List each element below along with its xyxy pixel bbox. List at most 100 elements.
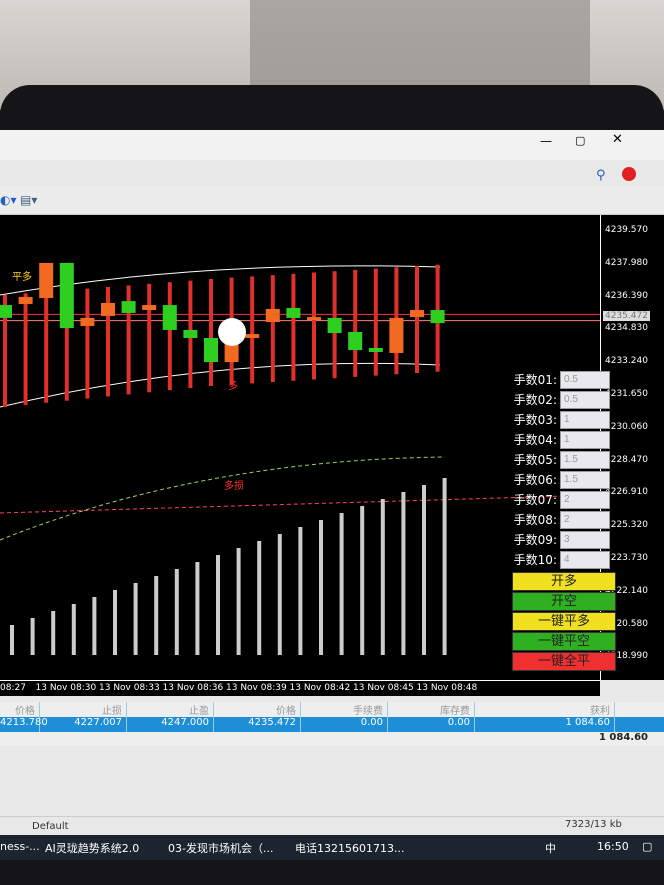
- lot-size-label: 手数02:: [513, 393, 557, 407]
- total-profit: 1 084.60: [598, 732, 648, 743]
- channel-upper: [0, 265, 441, 296]
- indicator-bar: [380, 499, 385, 655]
- indicator-bar: [51, 611, 56, 655]
- lot-size-row: 手数03:: [505, 410, 615, 429]
- lot-size-input[interactable]: [560, 550, 610, 569]
- trade-button[interactable]: 一键平多: [512, 612, 616, 631]
- table-cell: 1 084.60: [475, 717, 615, 732]
- template-icon[interactable]: ▤▾: [20, 193, 38, 207]
- close-button[interactable]: ✕: [612, 132, 623, 147]
- price-tick: 4237.980: [605, 257, 648, 268]
- price-chart[interactable]: 平多 多 多损: [0, 215, 601, 680]
- price-tick: 4225.320: [605, 520, 648, 531]
- table-cell: 4235.472: [214, 717, 301, 732]
- zoom-icon[interactable]: ◐▾: [0, 193, 17, 207]
- trade-button[interactable]: 开空: [512, 592, 616, 611]
- lot-size-input[interactable]: [560, 410, 610, 429]
- indicator-bar: [236, 548, 241, 655]
- lot-size-input[interactable]: [560, 430, 610, 449]
- taskbar-item[interactable]: 电话13215601713...: [295, 842, 405, 855]
- price-tick: 4231.650: [605, 389, 648, 399]
- column-header: 止盈: [127, 702, 214, 717]
- column-header: 库存费: [388, 702, 475, 717]
- table-cell: 4227.007: [40, 717, 127, 732]
- table-cell: 4247.000: [127, 717, 214, 732]
- trade-button[interactable]: 开多: [512, 572, 616, 591]
- price-tick: 4218.990: [605, 651, 648, 662]
- lot-size-label: 手数08:: [513, 513, 557, 527]
- maximize-button[interactable]: ▢: [575, 134, 586, 147]
- indicator-bar: [422, 485, 426, 655]
- indicator-bar: [257, 541, 262, 655]
- lot-size-label: 手数01:: [513, 373, 557, 387]
- candle: [59, 262, 74, 329]
- lot-size-input[interactable]: [560, 390, 610, 409]
- lot-size-input[interactable]: [560, 450, 610, 469]
- notification-icon[interactable]: [622, 167, 636, 181]
- table-row[interactable]: 4213.780 4227.007 4247.000 4235.472 0.00 0.00…: [0, 717, 664, 732]
- lot-size-row: 手数09:: [505, 530, 615, 549]
- candle: [0, 305, 12, 318]
- price-tick: 4234.830: [605, 323, 648, 334]
- lot-size-input[interactable]: [560, 370, 610, 389]
- trade-button[interactable]: 一键全平: [512, 652, 616, 671]
- table-total-row: 1 084.60: [0, 732, 664, 747]
- indicator-bar: [92, 597, 97, 655]
- indicator-bar: [195, 562, 200, 655]
- time-tick: 08:27: [0, 683, 26, 693]
- price-tick: 4230.060: [605, 421, 648, 432]
- channel-bar: [250, 276, 255, 384]
- profile-name: Default: [32, 821, 69, 832]
- indicator-bar: [133, 583, 138, 655]
- lot-size-input[interactable]: [560, 490, 610, 509]
- channel-bar: [44, 291, 49, 403]
- trade-button[interactable]: 一键平空: [512, 632, 616, 651]
- price-tick: 4233.240: [605, 356, 648, 367]
- channel-bar: [126, 285, 131, 395]
- channel-bar: [415, 266, 419, 373]
- lot-size-row: 手数04:: [505, 430, 615, 449]
- lot-size-input[interactable]: [560, 470, 610, 489]
- channel-bar: [85, 288, 90, 399]
- column-header: 止损: [40, 702, 127, 717]
- column-header: 获利: [475, 702, 615, 717]
- background-window: [250, 0, 590, 85]
- lot-size-input[interactable]: [560, 530, 610, 549]
- search-icon[interactable]: ⚲: [596, 168, 606, 183]
- table-cell: 0.00: [301, 717, 388, 732]
- taskbar-item[interactable]: AI灵珑趋势系统2.0: [45, 842, 140, 855]
- ime-indicator[interactable]: 中: [545, 842, 556, 855]
- screen-glare: [218, 318, 246, 346]
- indicator-bar: [298, 527, 303, 655]
- candle: [142, 305, 157, 311]
- taskbar: ness-... AI灵珑趋势系统2.0 03-发现市场机会（... 电话132…: [0, 835, 664, 860]
- indicator-bar: [71, 604, 76, 655]
- candle: [389, 317, 404, 353]
- channel-bar: [3, 295, 7, 407]
- lot-size-row: 手数07:: [505, 490, 615, 509]
- lot-size-row: 手数08:: [505, 510, 615, 529]
- column-header: 手续费: [301, 702, 388, 717]
- indicator-bar: [339, 513, 344, 655]
- lot-size-input[interactable]: [560, 510, 610, 529]
- candle: [121, 301, 136, 313]
- candle: [430, 310, 445, 324]
- lot-size-label: 手数04:: [513, 433, 557, 447]
- notification-center-icon[interactable]: ▢: [642, 840, 653, 853]
- label-long: 多: [228, 381, 238, 392]
- indicator-bar: [174, 569, 179, 655]
- candle: [39, 262, 54, 298]
- lot-size-label: 手数07:: [513, 493, 557, 507]
- channel-bar: [147, 283, 152, 393]
- taskbar-item[interactable]: 03-发现市场机会（...: [168, 842, 274, 855]
- candle: [162, 305, 177, 330]
- lot-size-label: 手数06:: [513, 473, 557, 487]
- channel-bar: [209, 279, 213, 386]
- minimize-button[interactable]: —: [540, 134, 552, 148]
- lot-size-row: 手数06:: [505, 470, 615, 489]
- taskbar-item[interactable]: ness-...: [0, 840, 40, 853]
- candle: [80, 317, 95, 326]
- label-close-long: 平多: [12, 272, 32, 283]
- chart-canvas: [0, 262, 601, 655]
- channel-bar: [291, 273, 296, 381]
